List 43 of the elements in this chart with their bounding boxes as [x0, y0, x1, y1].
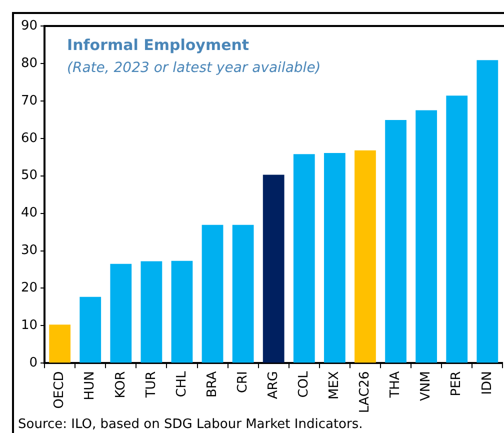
bar	[476, 60, 498, 363]
x-tick-label: BRA	[204, 371, 220, 398]
bar	[140, 261, 162, 363]
x-tick-label: IDN	[480, 371, 495, 395]
x-tick-label: THA	[388, 371, 404, 399]
bar	[232, 224, 254, 363]
bar	[110, 264, 132, 363]
bar	[202, 224, 224, 363]
x-tick-label: TUR	[144, 371, 159, 399]
x-tick-label: LAC26	[358, 371, 373, 414]
x-tick-label: PER	[449, 371, 464, 396]
y-tick-label: 60	[20, 130, 38, 146]
y-tick-label: 70	[20, 93, 38, 108]
x-tick-label: HUN	[82, 371, 98, 400]
y-tick-label: 10	[20, 318, 38, 334]
bar	[385, 120, 406, 363]
y-tick-label: 40	[20, 206, 38, 221]
bar	[324, 153, 346, 363]
y-tick-label: 20	[20, 280, 38, 296]
bar	[49, 324, 71, 363]
text: (Rate, 2023 or latest year available)	[67, 60, 321, 76]
bar	[293, 154, 315, 363]
bar	[416, 110, 438, 363]
bar	[171, 260, 193, 363]
x-tick-label: VNM	[418, 371, 434, 402]
y-tick-label: 90	[20, 18, 38, 34]
x-tick-label: KOR	[113, 371, 128, 398]
bar	[80, 296, 102, 363]
bar	[446, 96, 468, 363]
y-tick-label: 30	[20, 243, 38, 258]
x-tick-label: CHL	[174, 370, 190, 398]
source-note: Source: ILO, based on SDG Labour Market Indicators.	[18, 417, 363, 432]
x-tick-label: CRI	[235, 371, 250, 394]
y-tick-label: 80	[20, 56, 38, 71]
x-tick-label: ARG	[266, 371, 281, 400]
y-tick-label: 50	[20, 168, 38, 184]
x-tick-label: MEX	[327, 371, 342, 400]
x-tick-label: COL	[296, 370, 312, 398]
bar	[354, 150, 376, 363]
bar	[262, 174, 284, 363]
x-tick-label: OECD	[52, 371, 68, 409]
y-tick-label: 0	[29, 356, 38, 371]
text: Informal Employment	[67, 36, 250, 54]
